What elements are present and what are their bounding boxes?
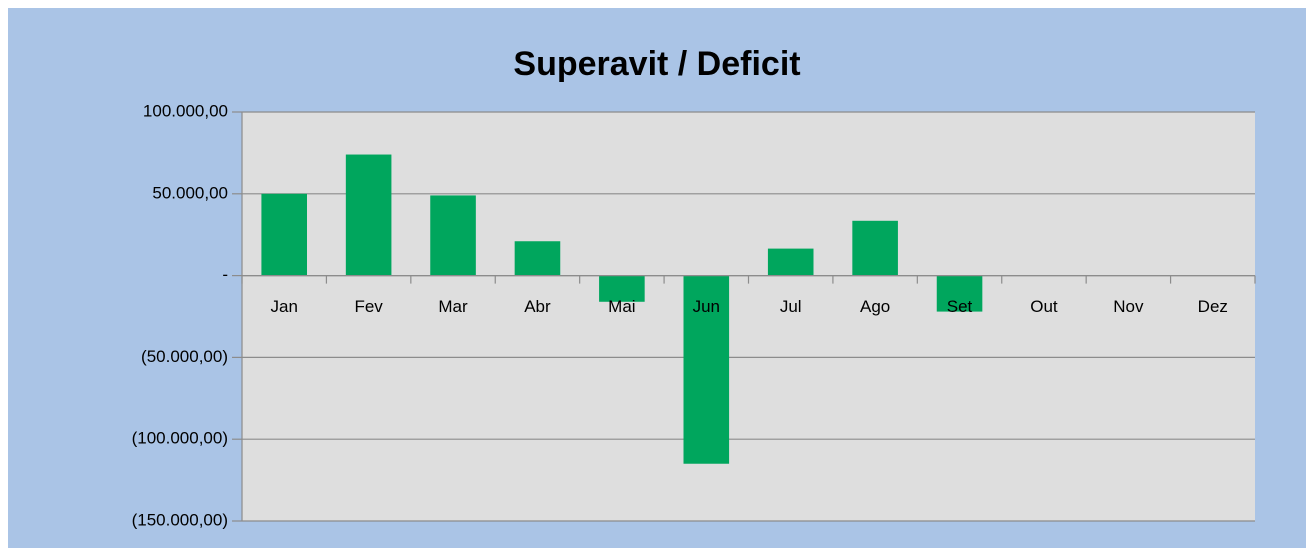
bar [936,275,983,312]
y-tick-label: 50.000,00 [152,183,228,202]
x-tick-label: Jun [693,297,720,316]
y-tick-label: - [222,265,228,284]
x-tick-label: Jul [780,297,802,316]
x-tick-label: Jan [270,297,297,316]
x-tick-label: Dez [1198,297,1228,316]
x-tick-label: Abr [524,297,551,316]
chart-title: Superavit / Deficit [513,45,800,83]
x-tick-label: Mar [438,297,468,316]
x-tick-label: Fev [354,297,383,316]
x-tick-label: Set [947,297,973,316]
y-tick-label: (150.000,00) [132,510,228,529]
y-tick-label: 100.000,00 [143,101,228,120]
bar [683,275,730,464]
bar [514,241,561,276]
bar [261,193,308,276]
x-tick-label: Mai [608,297,635,316]
y-tick-label: (50.000,00) [141,347,228,366]
bar [430,195,476,276]
y-tick-label: (100.000,00) [132,429,228,448]
bar [345,154,392,276]
x-tick-label: Nov [1113,297,1144,316]
plot-area [242,112,1255,521]
x-tick-label: Ago [860,297,890,316]
bar [599,275,645,302]
bar [852,220,898,276]
bar [767,248,814,276]
x-tick-label: Out [1030,297,1058,316]
